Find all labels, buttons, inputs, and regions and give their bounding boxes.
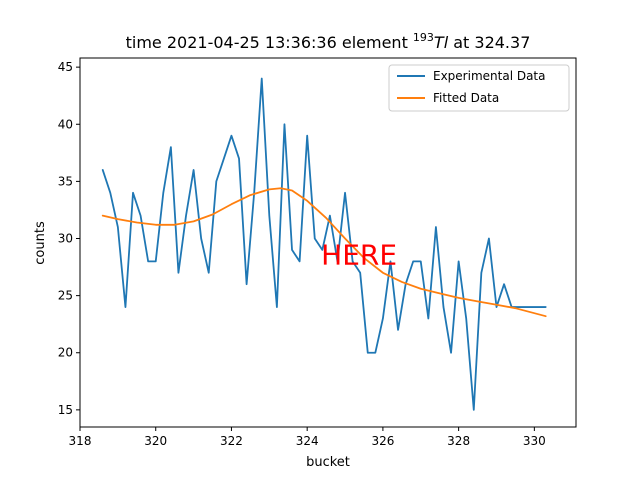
title-isotope-symbol: Tl <box>434 33 449 52</box>
legend-label: Fitted Data <box>433 91 499 105</box>
y-axis-label: counts <box>33 221 48 265</box>
title-prefix: time 2021-04-25 13:36:36 element <box>126 33 413 52</box>
x-tick-label: 328 <box>447 434 470 448</box>
x-tick-label: 326 <box>371 434 394 448</box>
legend: Experimental Data Fitted Data <box>388 64 570 112</box>
chart-title: time 2021-04-25 13:36:36 element 193Tl a… <box>126 31 531 52</box>
y-tick-label: 40 <box>58 117 73 131</box>
title-suffix: at 324.37 <box>448 33 530 52</box>
x-tick-label: 322 <box>220 434 243 448</box>
y-tick-label: 20 <box>58 346 73 360</box>
x-tick-label: 320 <box>144 434 167 448</box>
title-isotope-mass: 193 <box>413 31 434 44</box>
here-annotation: HERE <box>321 239 397 272</box>
legend-box <box>388 64 570 112</box>
y-tick-label: 25 <box>58 289 73 303</box>
legend-label: Experimental Data <box>433 69 546 83</box>
y-tick-label: 15 <box>58 403 73 417</box>
plot-frame <box>79 57 577 428</box>
y-tick-label: 35 <box>58 174 73 188</box>
series-line-experimental <box>101 77 547 411</box>
x-tick-label: 330 <box>523 434 546 448</box>
x-tick-label: 318 <box>69 434 92 448</box>
y-tick-label: 30 <box>58 232 73 246</box>
x-tick-label: 324 <box>296 434 319 448</box>
x-axis-label: bucket <box>306 455 350 470</box>
series-line-fitted <box>101 187 547 318</box>
y-tick-label: 45 <box>58 60 73 74</box>
